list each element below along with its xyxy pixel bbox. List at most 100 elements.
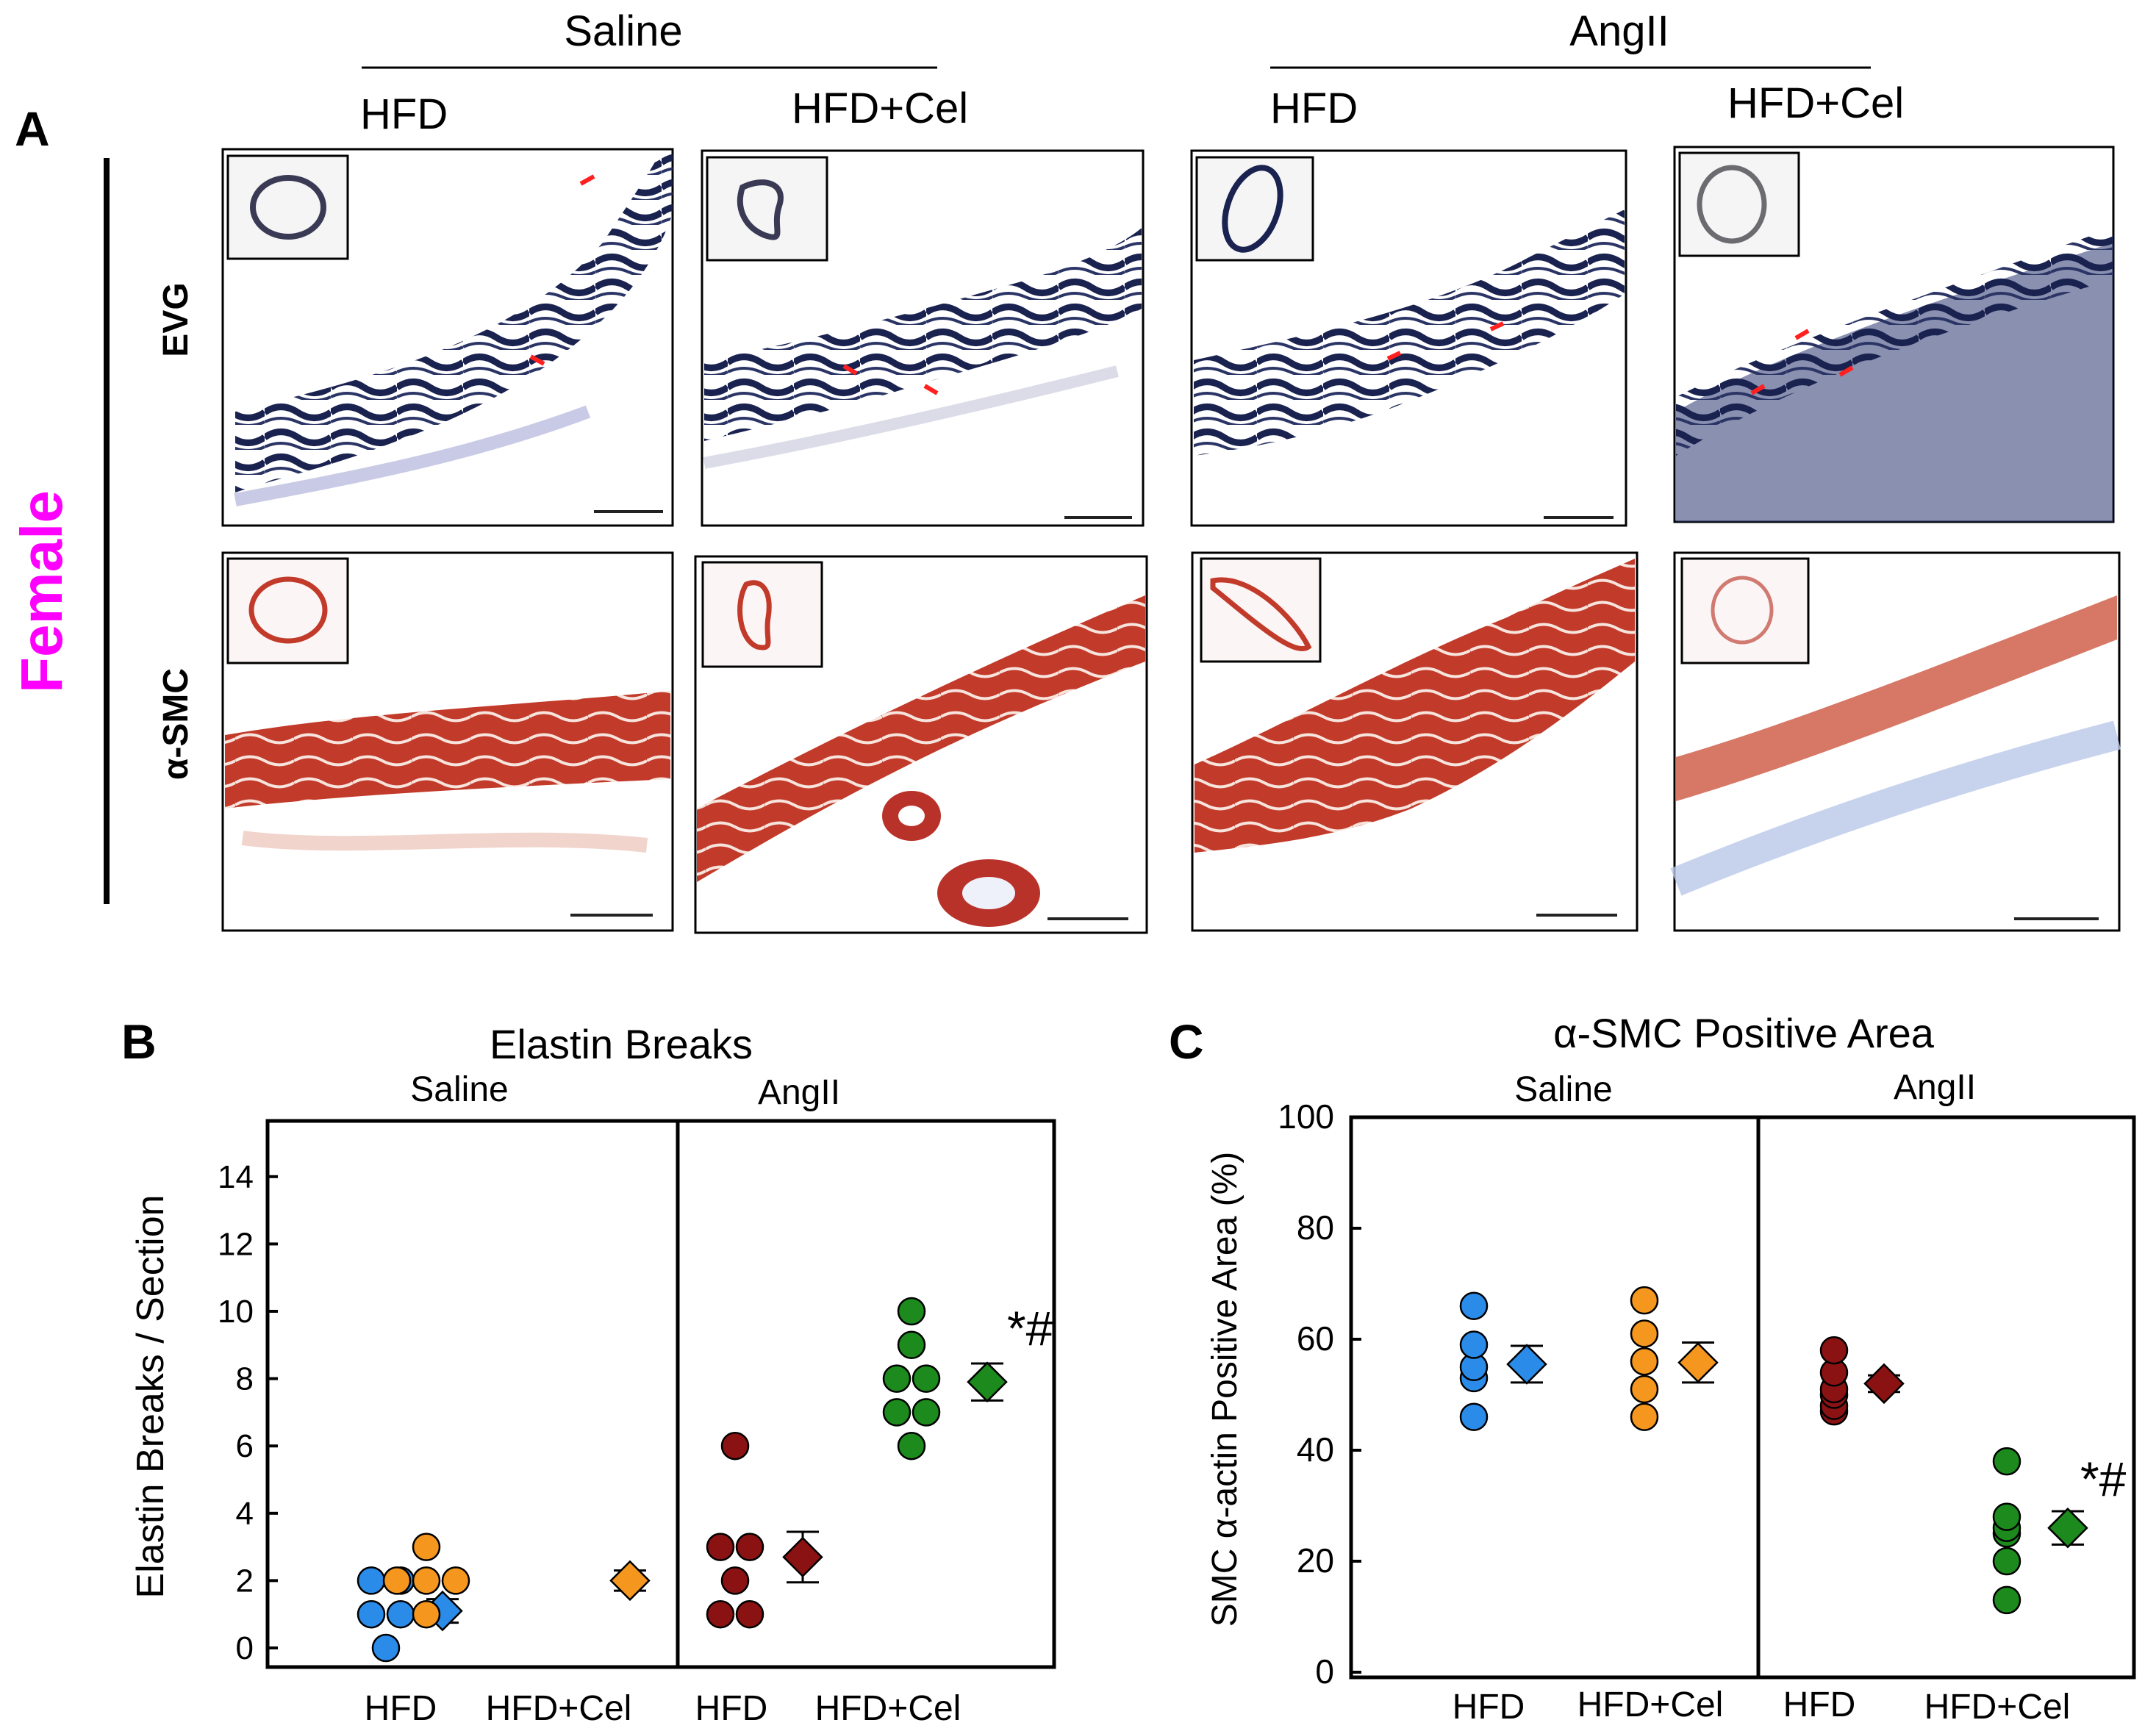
data-point <box>897 1330 926 1360</box>
data-point <box>1630 1375 1659 1404</box>
significance-marker: *# <box>1007 1301 1053 1355</box>
chart-b-group-angii: AngII <box>758 1073 840 1112</box>
data-point <box>897 1297 926 1326</box>
chart-c-xtick-2: HFD+Cel <box>1577 1685 1724 1724</box>
data-point <box>1630 1402 1659 1431</box>
data-point <box>412 1533 441 1561</box>
arrow-icon <box>579 174 595 186</box>
evg-image-3 <box>1190 149 1627 527</box>
mean-marker <box>2047 1507 2088 1549</box>
data-point <box>720 1431 750 1461</box>
data-point <box>720 1566 750 1595</box>
arrow-icon <box>1794 329 1810 340</box>
ytick-label: 12 <box>218 1226 254 1262</box>
chart-b-xtick-1: HFD <box>365 1689 437 1728</box>
col-label-3: HFD <box>1270 85 1358 132</box>
chart-b-title: Elastin Breaks <box>490 1021 753 1067</box>
chart-c-group-angii: AngII <box>1894 1068 1976 1107</box>
chart-b-xtick-4: HFD+Cel <box>815 1689 961 1728</box>
smc-image-1 <box>221 551 674 932</box>
panel-c-letter: C <box>1169 1014 1204 1069</box>
panel-b-chart: B Elastin Breaks Saline AngII Elastin Br… <box>121 1014 1056 1728</box>
data-point <box>706 1599 735 1629</box>
data-point <box>357 1599 386 1629</box>
arrow-icon <box>1750 384 1766 395</box>
data-point <box>735 1599 764 1629</box>
data-point <box>706 1533 735 1561</box>
smc-image-3 <box>1191 551 1639 932</box>
ytick-label: 80 <box>1297 1208 1334 1247</box>
ytick-label: 10 <box>218 1294 254 1330</box>
chart-b-ylabel: Elastin Breaks / Section <box>129 1194 172 1598</box>
smc-image-4 <box>1670 551 2121 932</box>
mean-marker <box>967 1361 1008 1402</box>
arrow-icon <box>923 384 939 395</box>
col-label-4: HFD+Cel <box>1727 79 1904 127</box>
smc-image-2 <box>694 555 1148 934</box>
data-point <box>1630 1286 1659 1315</box>
data-point <box>412 1599 441 1629</box>
col-label-2: HFD+Cel <box>792 85 968 132</box>
ytick-label: 6 <box>236 1428 254 1464</box>
data-point <box>441 1566 470 1595</box>
data-point <box>1459 1330 1489 1359</box>
arrow-icon <box>1489 321 1505 331</box>
female-label: Female <box>9 490 74 693</box>
data-point <box>412 1566 441 1595</box>
panel-a: A Female Saline AngII HFD HFD+Cel HFD HF… <box>9 7 2121 934</box>
mean-marker <box>782 1536 823 1578</box>
data-point <box>1630 1347 1659 1376</box>
evg-image-1 <box>221 148 674 527</box>
panel-a-letter: A <box>15 101 50 156</box>
data-point <box>1459 1291 1489 1320</box>
data-point <box>735 1533 764 1561</box>
arrow-icon <box>1386 351 1402 361</box>
data-point <box>382 1566 412 1595</box>
chart-c-title: α-SMC Positive Area <box>1553 1010 1935 1056</box>
group-label-angii: AngII <box>1569 7 1669 55</box>
ytick-label: 14 <box>218 1159 254 1195</box>
ytick-label: 20 <box>1297 1541 1334 1580</box>
ytick-label: 4 <box>236 1496 254 1532</box>
data-point <box>912 1398 941 1427</box>
chart-c-xtick-4: HFD+Cel <box>1924 1688 2071 1727</box>
ytick-label: 0 <box>1315 1652 1334 1691</box>
data-point <box>1459 1402 1489 1431</box>
ytick-label: 40 <box>1297 1430 1334 1469</box>
row-label-evg: EVG <box>157 282 196 356</box>
col-label-1: HFD <box>360 90 448 138</box>
mean-marker <box>609 1560 651 1602</box>
data-point <box>386 1599 415 1629</box>
chart-b-xtick-2: HFD+Cel <box>486 1689 632 1728</box>
mean-marker <box>1506 1344 1547 1385</box>
data-point <box>1992 1585 2021 1615</box>
chart-c-frame <box>1349 1115 2136 1680</box>
panel-b-letter: B <box>121 1014 157 1069</box>
chart-b-group-saline: Saline <box>410 1070 508 1109</box>
ytick-label: 0 <box>236 1630 254 1666</box>
data-point <box>357 1566 386 1595</box>
evg-image-4 <box>1673 146 2115 523</box>
mean-marker <box>1863 1363 1905 1405</box>
arrow-icon <box>842 364 858 376</box>
ytick-label: 8 <box>236 1361 254 1397</box>
data-point <box>1992 1502 2021 1531</box>
mean-marker <box>1677 1341 1719 1383</box>
chart-c-xtick-3: HFD <box>1783 1685 1856 1724</box>
data-point <box>1819 1336 1849 1365</box>
row-label-smc: α-SMC <box>157 668 196 780</box>
panel-c-chart: C α-SMC Positive Area Saline AngII SMC α… <box>1169 1010 2136 1727</box>
data-point <box>1992 1547 2021 1576</box>
data-point <box>912 1364 941 1393</box>
chart-c-xtick-1: HFD <box>1453 1688 1525 1727</box>
chart-b-xtick-3: HFD <box>695 1689 768 1728</box>
data-point <box>897 1431 926 1461</box>
data-point <box>1992 1447 2021 1476</box>
chart-c-ylabel: SMC α-actin Positive Area (%) <box>1206 1152 1244 1627</box>
chart-b-frame <box>265 1119 1056 1669</box>
chart-c-group-saline: Saline <box>1514 1070 1612 1109</box>
arrow-icon <box>529 354 545 366</box>
arrow-icon <box>1838 365 1854 377</box>
data-point <box>371 1633 401 1663</box>
